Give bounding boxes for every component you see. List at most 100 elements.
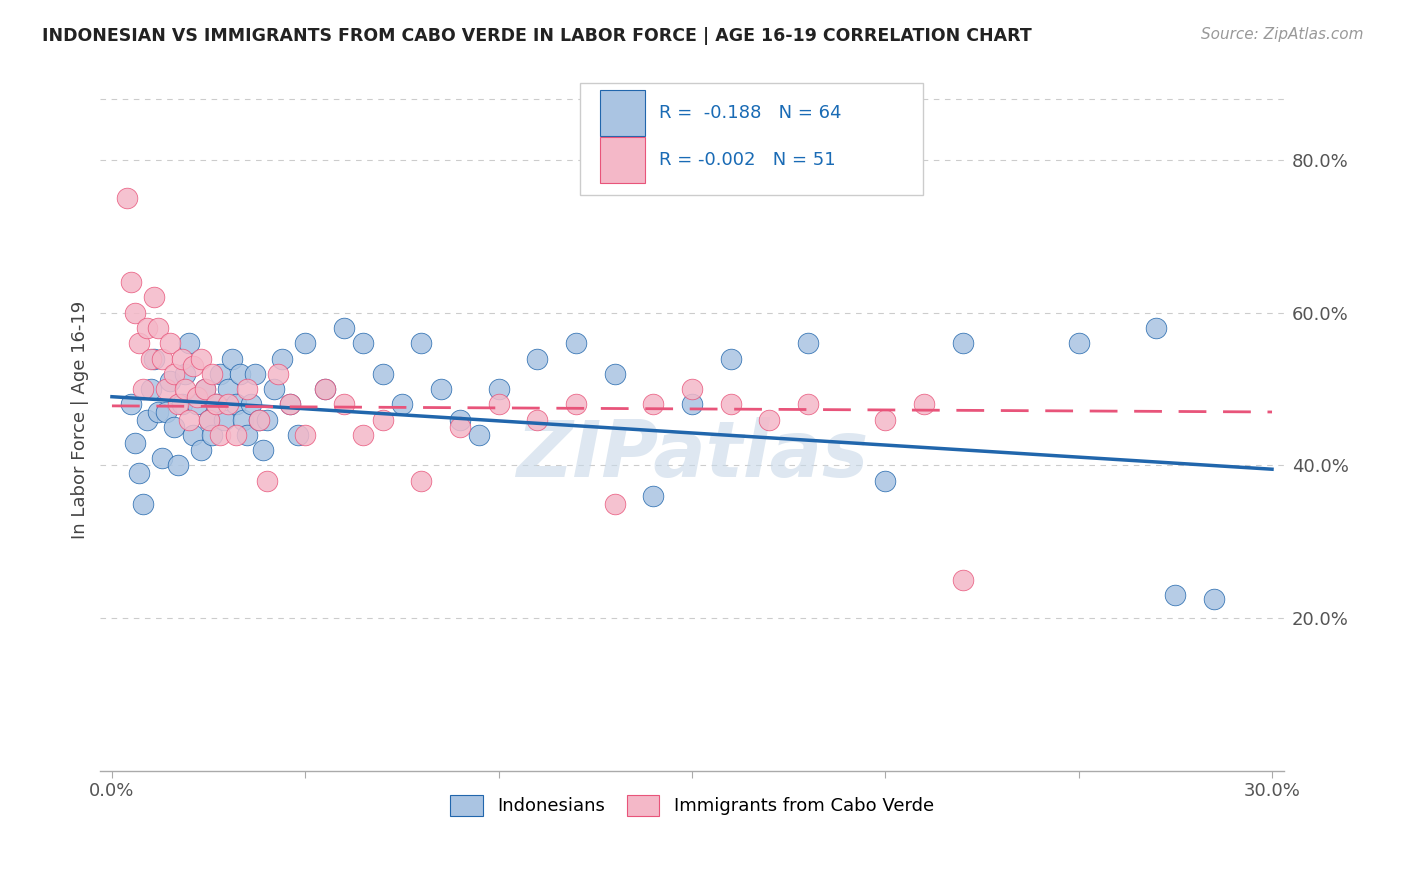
Point — [271, 351, 294, 366]
Point — [135, 321, 157, 335]
Point — [166, 397, 188, 411]
Point — [240, 397, 263, 411]
Point — [174, 367, 197, 381]
Point — [952, 336, 974, 351]
Point — [333, 397, 356, 411]
Point — [232, 412, 254, 426]
Point — [148, 321, 170, 335]
Point — [875, 412, 897, 426]
Point — [758, 412, 780, 426]
Point — [221, 351, 243, 366]
Point — [603, 367, 626, 381]
Point — [720, 351, 742, 366]
Point — [681, 382, 703, 396]
Point — [120, 275, 142, 289]
Point — [1067, 336, 1090, 351]
Point — [565, 336, 588, 351]
Point — [449, 420, 471, 434]
Point — [155, 382, 177, 396]
Point — [225, 428, 247, 442]
Text: R = -0.002   N = 51: R = -0.002 N = 51 — [659, 151, 835, 169]
Legend: Indonesians, Immigrants from Cabo Verde: Indonesians, Immigrants from Cabo Verde — [441, 786, 943, 825]
Point — [159, 375, 181, 389]
Point — [1164, 588, 1187, 602]
Point — [124, 435, 146, 450]
Point — [205, 397, 228, 411]
Point — [163, 367, 186, 381]
Point — [163, 420, 186, 434]
Point — [797, 336, 820, 351]
Point — [912, 397, 935, 411]
Text: Source: ZipAtlas.com: Source: ZipAtlas.com — [1201, 27, 1364, 42]
Point — [120, 397, 142, 411]
Point — [371, 412, 394, 426]
Point — [314, 382, 336, 396]
Text: R =  -0.188   N = 64: R = -0.188 N = 64 — [659, 103, 841, 121]
Point — [174, 382, 197, 396]
Point — [135, 412, 157, 426]
Point — [190, 443, 212, 458]
Point — [225, 397, 247, 411]
Point — [124, 306, 146, 320]
Point — [391, 397, 413, 411]
Point — [186, 397, 208, 411]
Point — [181, 359, 204, 374]
Point — [449, 412, 471, 426]
Y-axis label: In Labor Force | Age 16-19: In Labor Force | Age 16-19 — [72, 301, 89, 539]
Bar — [600, 137, 644, 183]
Point — [236, 428, 259, 442]
Point — [287, 428, 309, 442]
Point — [139, 382, 162, 396]
Point — [139, 351, 162, 366]
Point — [720, 397, 742, 411]
Point — [170, 351, 193, 366]
Point — [132, 382, 155, 396]
Point — [333, 321, 356, 335]
Point — [294, 428, 316, 442]
Point — [217, 382, 239, 396]
Point — [243, 367, 266, 381]
Point — [681, 397, 703, 411]
Point — [209, 428, 232, 442]
Point — [1202, 591, 1225, 606]
Point — [247, 412, 270, 426]
Point — [797, 397, 820, 411]
Point — [179, 412, 201, 426]
Point — [181, 428, 204, 442]
Point — [371, 367, 394, 381]
Point — [488, 382, 510, 396]
Point — [411, 474, 433, 488]
Point — [952, 573, 974, 587]
Text: INDONESIAN VS IMMIGRANTS FROM CABO VERDE IN LABOR FORCE | AGE 16-19 CORRELATION : INDONESIAN VS IMMIGRANTS FROM CABO VERDE… — [42, 27, 1032, 45]
Point — [117, 191, 139, 205]
Point — [205, 397, 228, 411]
Point — [603, 497, 626, 511]
Point — [314, 382, 336, 396]
Point — [411, 336, 433, 351]
Point — [228, 367, 250, 381]
Point — [217, 397, 239, 411]
Point — [170, 397, 193, 411]
Point — [294, 336, 316, 351]
Point — [212, 412, 235, 426]
Point — [143, 291, 166, 305]
Point — [875, 474, 897, 488]
Point — [128, 336, 150, 351]
Point — [565, 397, 588, 411]
Point — [526, 351, 548, 366]
Point — [150, 450, 173, 465]
Point — [263, 382, 285, 396]
Point — [197, 412, 219, 426]
Point — [247, 412, 270, 426]
Point — [488, 397, 510, 411]
Point — [132, 497, 155, 511]
Point — [236, 382, 259, 396]
Point — [201, 367, 224, 381]
Point — [267, 367, 290, 381]
Point — [278, 397, 301, 411]
Point — [252, 443, 274, 458]
Point — [209, 367, 232, 381]
Point — [159, 336, 181, 351]
Point — [143, 351, 166, 366]
Point — [197, 412, 219, 426]
